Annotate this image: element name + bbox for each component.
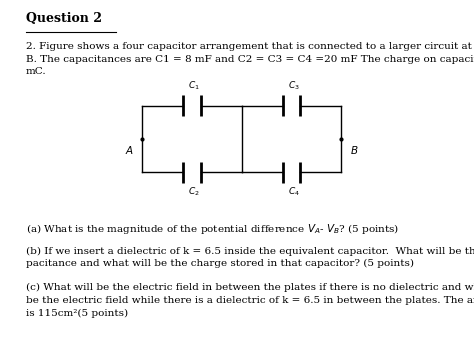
- Text: (a) What is the magnitude of the potential difference $V_A$- $V_B$? (5 points): (a) What is the magnitude of the potenti…: [26, 222, 399, 236]
- Text: Question 2: Question 2: [26, 12, 102, 25]
- Text: B: B: [351, 146, 358, 156]
- Text: A: A: [126, 146, 133, 156]
- Text: (b) If we insert a dielectric of k = 6.5 inside the equivalent capacitor.  What : (b) If we insert a dielectric of k = 6.5…: [26, 246, 474, 268]
- Text: $C_1$: $C_1$: [189, 80, 200, 92]
- Text: $C_3$: $C_3$: [288, 80, 300, 92]
- Text: (c) What will be the electric field in between the plates if there is no dielect: (c) What will be the electric field in b…: [26, 283, 474, 318]
- Text: $C_4$: $C_4$: [288, 186, 300, 199]
- Text: $C_2$: $C_2$: [189, 186, 200, 199]
- Text: 2. Figure shows a four capacitor arrangement that is connected to a larger circu: 2. Figure shows a four capacitor arrange…: [26, 42, 474, 76]
